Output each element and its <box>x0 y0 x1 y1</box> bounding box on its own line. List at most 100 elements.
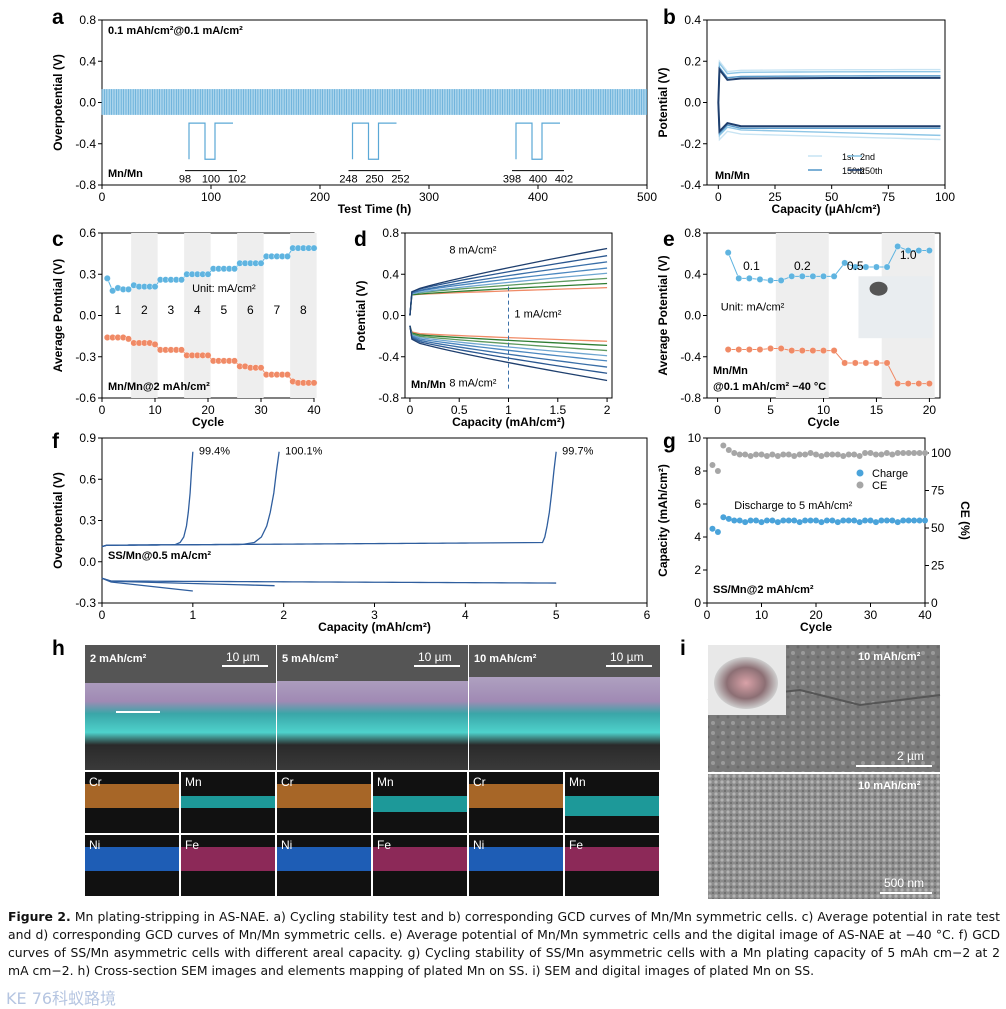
y-axis-label: Overpotential (V) <box>51 472 65 569</box>
x-tick-label: 1 <box>505 403 512 417</box>
charge-point <box>151 283 159 291</box>
discharge-point <box>777 345 785 352</box>
charge-point <box>904 247 912 254</box>
x-tick-label: 5 <box>553 608 560 622</box>
map-label-mn: Mn <box>185 775 202 789</box>
x-tick-label: 1 <box>189 608 196 622</box>
x-tick-label: 10 <box>148 403 162 417</box>
x-tick-label: 10 <box>817 403 831 417</box>
ce-point <box>829 451 836 458</box>
charge-point <box>867 517 874 524</box>
y-tick-label: 0.6 <box>79 226 96 240</box>
charge-point <box>785 517 792 524</box>
charge-point <box>862 517 869 524</box>
charge-point <box>796 519 803 526</box>
y-tick-label: 0.4 <box>79 54 96 68</box>
x-tick-label: 200 <box>310 190 330 204</box>
ce-point <box>905 450 912 456</box>
cell-label: Mn/Mn@2 mAh/cm² <box>108 381 210 393</box>
x-tick-label: 0 <box>99 190 106 204</box>
vial-cap <box>869 281 888 296</box>
watermark: KE 76科蚁路境 <box>6 989 117 1008</box>
discharge-point <box>926 380 933 387</box>
charge-point <box>809 272 817 280</box>
discharge-point <box>735 346 743 353</box>
panel-i: 10 mAh/cm² 2 µm 10 mAh/cm² 500 nm <box>707 645 941 899</box>
ce-label: 99.7% <box>562 446 593 458</box>
cell-label: Mn/Mn <box>411 379 446 391</box>
x-tick-label: 2 <box>280 608 287 622</box>
ce-point <box>753 451 760 458</box>
discharge-point <box>873 359 880 367</box>
inset-curve <box>188 122 233 160</box>
map-label-cr: Cr <box>281 775 294 789</box>
y-tick-label: 0.8 <box>79 13 96 27</box>
rate-label: 5 <box>221 303 228 317</box>
x-tick-label: 500 <box>637 190 657 204</box>
ce-point <box>736 451 743 458</box>
sem-bottom-image <box>708 774 940 899</box>
y-tick-label: 0.9 <box>79 431 96 445</box>
map-fe-signal <box>565 847 659 871</box>
charge-point <box>231 265 238 273</box>
discharge-point <box>862 359 870 367</box>
y-tick-label: 0 <box>694 596 701 610</box>
sem-bottom-title: 10 mAh/cm² <box>858 780 921 792</box>
figure-caption: Figure 2. Mn plating-stripping in AS-NAE… <box>8 908 1000 980</box>
map-label-mn: Mn <box>377 775 394 789</box>
x-axis-label: Capacity (mAh/cm²) <box>318 620 431 634</box>
inset-tick-label: 252 <box>391 174 409 186</box>
y2-tick-label: 50 <box>931 521 945 535</box>
discharge-point <box>841 359 849 367</box>
charge-point <box>745 274 753 282</box>
charge-point <box>802 517 809 524</box>
inset-curve <box>515 122 560 160</box>
y-tick-label: 2 <box>694 563 701 577</box>
panel-letter-a: a <box>52 6 64 29</box>
gcd-curve-250th-neg <box>717 102 941 134</box>
gcd-discharge-7 <box>409 325 608 374</box>
inset-curve <box>351 122 397 160</box>
ce-point <box>818 453 825 459</box>
gcd-charge-4 <box>409 272 608 316</box>
map-fe-signal <box>181 847 275 871</box>
ce-point <box>742 451 749 458</box>
ce-point <box>911 450 918 456</box>
gcd-curve-150th-neg <box>717 102 941 136</box>
x-tick-label: 4 <box>462 608 469 622</box>
panel-letter-d: d <box>354 228 367 251</box>
charge-point <box>856 519 863 526</box>
ce-point <box>845 451 852 458</box>
charge-point <box>788 272 796 280</box>
unit-label: Unit: mA/cm² <box>192 283 256 295</box>
charge-point <box>758 519 765 526</box>
charge-point <box>926 247 933 254</box>
y-tick-label: -0.8 <box>75 178 96 192</box>
charge-point <box>883 263 891 271</box>
charge-point <box>841 259 849 267</box>
annotation-top: 8 mA/cm² <box>449 245 496 257</box>
y-tick-label: 0.0 <box>79 309 96 323</box>
charge-point <box>735 274 743 282</box>
ce-point <box>867 450 874 456</box>
x-tick-label: 0.5 <box>451 403 468 417</box>
charge-point <box>791 517 798 524</box>
y-tick-label: 0.0 <box>684 309 701 323</box>
x-tick-label: 20 <box>809 608 823 622</box>
charge-point <box>911 517 918 524</box>
plot-frame <box>706 19 946 186</box>
charge-point <box>284 252 291 260</box>
discharge-point <box>284 371 291 379</box>
ce-point <box>709 462 716 468</box>
discharge-point <box>125 335 132 343</box>
gcd-charge-2 <box>409 282 608 316</box>
charge-point <box>310 244 318 252</box>
y-axis-label: Potential (V) <box>354 280 368 350</box>
unit-label: Unit: mA/cm² <box>721 301 785 313</box>
rate-label: 3 <box>168 303 175 317</box>
map-label-mn: Mn <box>569 775 586 789</box>
charge-point <box>894 243 902 250</box>
y-axis-label: Average Potential (V) <box>656 255 670 375</box>
ce-point <box>791 453 798 459</box>
